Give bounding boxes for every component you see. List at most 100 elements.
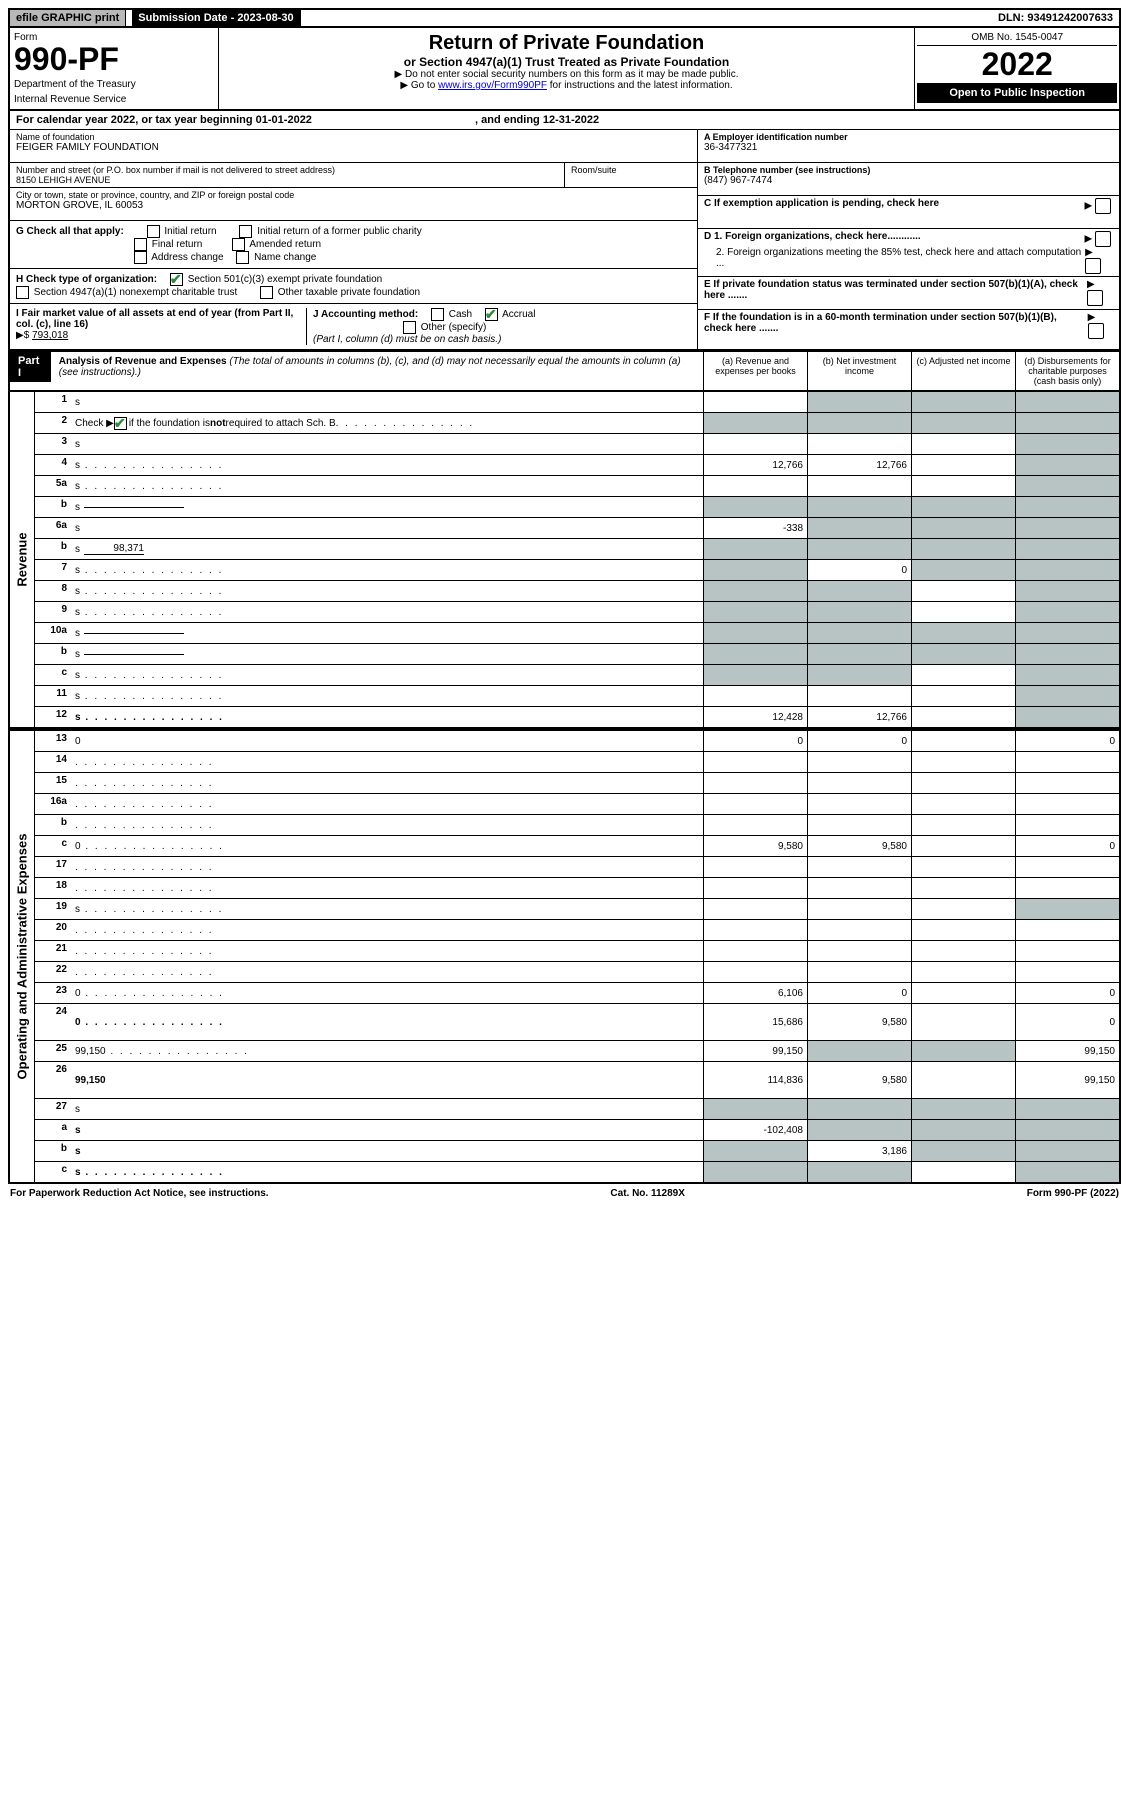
line-description: [71, 878, 703, 898]
line-description: s: [71, 434, 703, 454]
table-row: 2Check ▶ if the foundation is not requir…: [35, 413, 1119, 434]
cell-value: 0: [1015, 836, 1119, 856]
cell-shaded: [807, 1041, 911, 1061]
cb-address-change[interactable]: [134, 251, 147, 264]
cb-other-taxable[interactable]: [260, 286, 273, 299]
cell-value: [807, 686, 911, 706]
line-number: b: [35, 1141, 71, 1161]
c-cell: C If exemption application is pending, c…: [698, 196, 1119, 229]
cb-d2[interactable]: [1085, 258, 1101, 274]
line-description: [71, 941, 703, 961]
line-description: [71, 920, 703, 940]
cb-schb[interactable]: [114, 417, 127, 430]
table-row: 18: [35, 878, 1119, 899]
instr-1: ▶ Do not enter social security numbers o…: [223, 69, 911, 80]
col-b-head: (b) Net investment income: [807, 352, 911, 390]
table-row: 3s: [35, 434, 1119, 455]
line-number: 18: [35, 878, 71, 898]
table-row: 14: [35, 752, 1119, 773]
cell-value: 0: [1015, 1004, 1119, 1040]
cb-amended[interactable]: [232, 238, 245, 251]
line-description: [71, 794, 703, 814]
table-row: 2306,10600: [35, 983, 1119, 1004]
cell-shaded: [1015, 434, 1119, 454]
cb-name-change[interactable]: [236, 251, 249, 264]
cb-d1[interactable]: [1095, 231, 1111, 247]
line-number: c: [35, 1162, 71, 1182]
cell-shaded: [1015, 899, 1119, 919]
cell-value: [807, 857, 911, 877]
cb-initial-return[interactable]: [147, 225, 160, 238]
table-row: cs: [35, 665, 1119, 686]
instr-2: ▶ Go to www.irs.gov/Form990PF for instru…: [223, 80, 911, 91]
cell-shaded: [807, 602, 911, 622]
line-number: 17: [35, 857, 71, 877]
cell-value: [703, 794, 807, 814]
room-cell: Room/suite: [564, 163, 697, 187]
cb-501c3[interactable]: [170, 273, 183, 286]
line-number: 13: [35, 731, 71, 751]
table-row: as-102,408: [35, 1120, 1119, 1141]
cell-shaded: [1015, 1120, 1119, 1140]
cell-value: [703, 476, 807, 496]
line-description: s: [71, 707, 703, 727]
cb-initial-public[interactable]: [239, 225, 252, 238]
address-row: Number and street (or P.O. box number if…: [10, 163, 697, 188]
table-row: 22: [35, 962, 1119, 983]
line-number: b: [35, 815, 71, 835]
cell-shaded: [703, 623, 807, 643]
cell-shaded: [807, 392, 911, 412]
cb-f[interactable]: [1088, 323, 1104, 339]
cb-c[interactable]: [1095, 198, 1111, 214]
irs-link[interactable]: www.irs.gov/Form990PF: [438, 80, 547, 91]
cell-value: [1015, 857, 1119, 877]
dln-label: DLN: 93491242007633: [992, 10, 1119, 26]
line-number: 9: [35, 602, 71, 622]
line-description: s: [71, 623, 703, 643]
cb-accrual[interactable]: [485, 308, 498, 321]
line-description: s: [71, 497, 703, 517]
cell-value: [807, 752, 911, 772]
line-description: s: [71, 1141, 703, 1161]
foundation-name-cell: Name of foundation FEIGER FAMILY FOUNDAT…: [10, 130, 697, 163]
cb-e[interactable]: [1087, 290, 1103, 306]
line-description: [71, 752, 703, 772]
cell-value: [807, 434, 911, 454]
cell-value: 12,428: [703, 707, 807, 727]
cell-shaded: [703, 413, 807, 433]
cell-shaded: [1015, 560, 1119, 580]
cell-value: [703, 899, 807, 919]
cell-shaded: [703, 644, 807, 664]
cell-value: [911, 920, 1015, 940]
cell-value: [911, 857, 1015, 877]
j-block: J Accounting method: Cash Accrual Other …: [306, 308, 691, 345]
form-subtitle: or Section 4947(a)(1) Trust Treated as P…: [223, 55, 911, 69]
cell-shaded: [807, 665, 911, 685]
line-description: s: [71, 1162, 703, 1182]
cell-value: 3,186: [807, 1141, 911, 1161]
cb-final-return[interactable]: [134, 238, 147, 251]
table-row: 8s: [35, 581, 1119, 602]
cell-value: [1015, 752, 1119, 772]
cb-other-method[interactable]: [403, 321, 416, 334]
table-row: 19s: [35, 899, 1119, 920]
ein-cell: A Employer identification number 36-3477…: [698, 130, 1119, 163]
table-row: 130000: [35, 731, 1119, 752]
table-row: bs: [35, 644, 1119, 665]
header-center: Return of Private Foundation or Section …: [219, 28, 916, 109]
cell-shaded: [911, 644, 1015, 664]
form-header: Form 990-PF Department of the Treasury I…: [8, 28, 1121, 111]
cell-value: [703, 941, 807, 961]
info-grid: Name of foundation FEIGER FAMILY FOUNDAT…: [8, 130, 1121, 351]
cb-4947[interactable]: [16, 286, 29, 299]
cell-shaded: [1015, 497, 1119, 517]
cb-cash[interactable]: [431, 308, 444, 321]
line-number: b: [35, 644, 71, 664]
table-row: cs: [35, 1162, 1119, 1182]
line-description: [71, 962, 703, 982]
ij-row: I Fair market value of all assets at end…: [10, 304, 697, 349]
cell-shaded: [703, 539, 807, 559]
footer-row: For Paperwork Reduction Act Notice, see …: [8, 1184, 1121, 1203]
line-number: 6a: [35, 518, 71, 538]
cell-shaded: [1015, 1099, 1119, 1119]
